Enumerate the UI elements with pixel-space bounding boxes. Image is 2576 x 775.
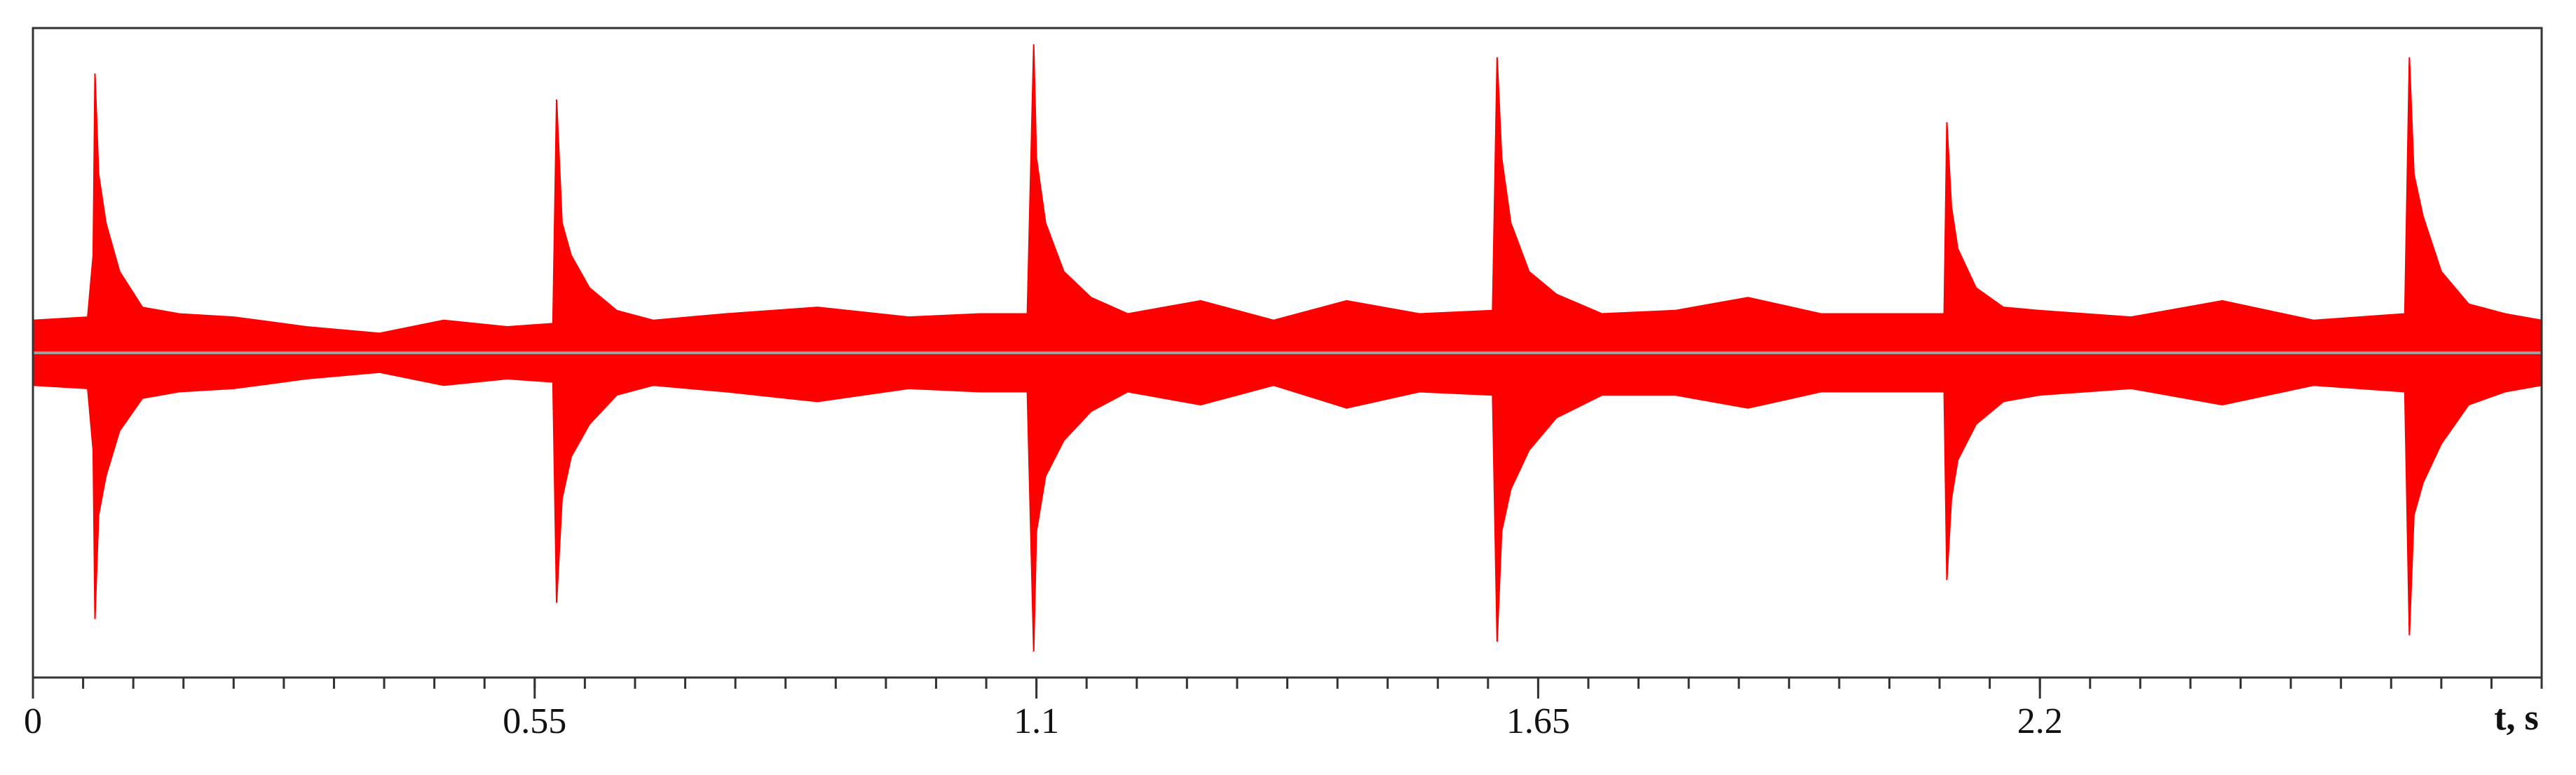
x-tick-label: 0: [24, 701, 42, 741]
signal-area: [32, 352, 2542, 652]
x-tick-label: 0.55: [503, 701, 566, 741]
signal-area: [32, 44, 2542, 353]
x-axis-label: t, s: [2494, 698, 2539, 738]
x-tick-label: 2.2: [2017, 701, 2063, 741]
x-tick-label: 1.65: [1506, 701, 1570, 741]
x-tick-label: 1.1: [1014, 701, 1059, 741]
